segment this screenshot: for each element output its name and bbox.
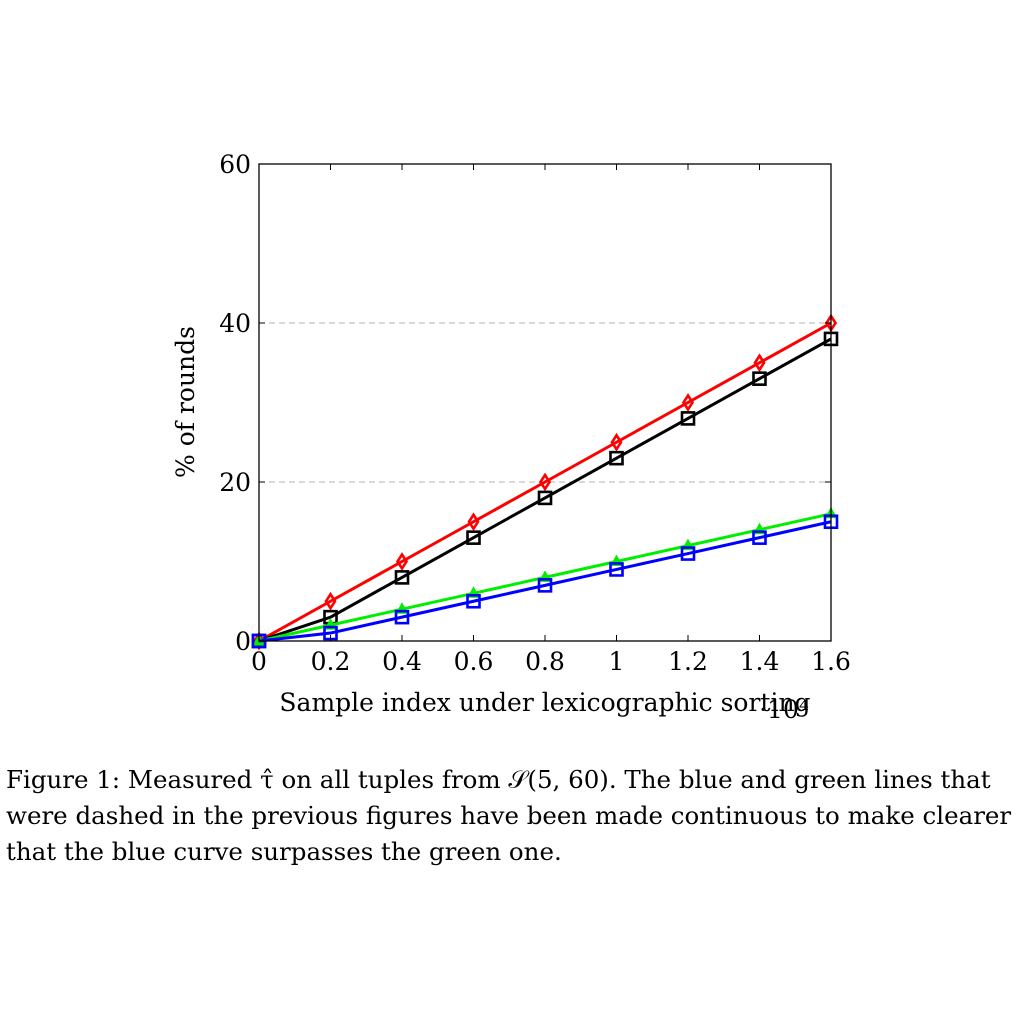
x-tick-label: 0.8 bbox=[525, 647, 565, 676]
data-point bbox=[610, 432, 623, 452]
data-point bbox=[466, 530, 481, 545]
y-tick-label: 20 bbox=[219, 468, 251, 497]
data-point bbox=[753, 353, 766, 373]
y-tick-label: 60 bbox=[219, 150, 251, 179]
data-point bbox=[752, 530, 767, 545]
y-tick-label: 0 bbox=[235, 627, 251, 656]
data-point bbox=[538, 472, 552, 492]
plot-frame bbox=[258, 163, 832, 642]
data-point bbox=[609, 562, 624, 577]
y-axis-label: % of rounds bbox=[171, 326, 200, 478]
series-line bbox=[258, 520, 832, 643]
caption-line-3: that the blue curve surpasses the green … bbox=[6, 837, 562, 866]
data-point bbox=[609, 450, 624, 466]
line-chart: 0 0.2 0.4 0.6 0.8 1 1.2 1.4 1.6 0 20 40 60 Sample in… bbox=[171, 150, 851, 724]
series-layer bbox=[251, 313, 839, 651]
data-point bbox=[680, 411, 696, 426]
x-axis-scale-label: ·10⁴ bbox=[759, 695, 809, 724]
grid-lines bbox=[259, 322, 831, 483]
data-point bbox=[324, 591, 337, 611]
caption-line-1: Figure 1: Measured τ̂ on all tuples from… bbox=[6, 765, 991, 794]
series-line bbox=[258, 337, 832, 643]
data-point bbox=[752, 371, 767, 386]
axis-ticks: 0 0.2 0.4 0.6 0.8 1 1.2 1.4 1.6 0 20 40 60 bbox=[219, 150, 851, 676]
x-tick-label: 0.2 bbox=[311, 647, 351, 676]
x-tick-label: 1 bbox=[609, 647, 625, 676]
x-tick-label: 1.4 bbox=[740, 647, 780, 676]
x-axis-label: Sample index under lexicographic sorting bbox=[279, 688, 810, 717]
x-tick-label: 0.4 bbox=[382, 647, 422, 676]
data-point bbox=[537, 490, 553, 506]
series-line bbox=[258, 321, 832, 643]
series-3 bbox=[252, 506, 838, 646]
x-tick-label: 1.2 bbox=[668, 647, 708, 676]
data-point bbox=[467, 512, 480, 532]
data-point bbox=[681, 393, 695, 412]
caption-line-2: were dashed in the previous figures have… bbox=[6, 801, 1012, 830]
data-point bbox=[466, 593, 481, 609]
x-tick-label: 0.6 bbox=[454, 647, 494, 676]
figure-caption: Figure 1: Measured τ̂ on all tuples from… bbox=[6, 762, 1018, 870]
data-point bbox=[680, 546, 696, 561]
data-point bbox=[395, 552, 409, 571]
data-point bbox=[394, 609, 410, 625]
x-tick-label: 0 bbox=[251, 647, 267, 676]
x-tick-label: 1.6 bbox=[811, 647, 851, 676]
data-point bbox=[394, 570, 410, 585]
data-point bbox=[537, 578, 553, 593]
series-1 bbox=[252, 313, 838, 651]
y-tick-label: 40 bbox=[219, 309, 251, 338]
